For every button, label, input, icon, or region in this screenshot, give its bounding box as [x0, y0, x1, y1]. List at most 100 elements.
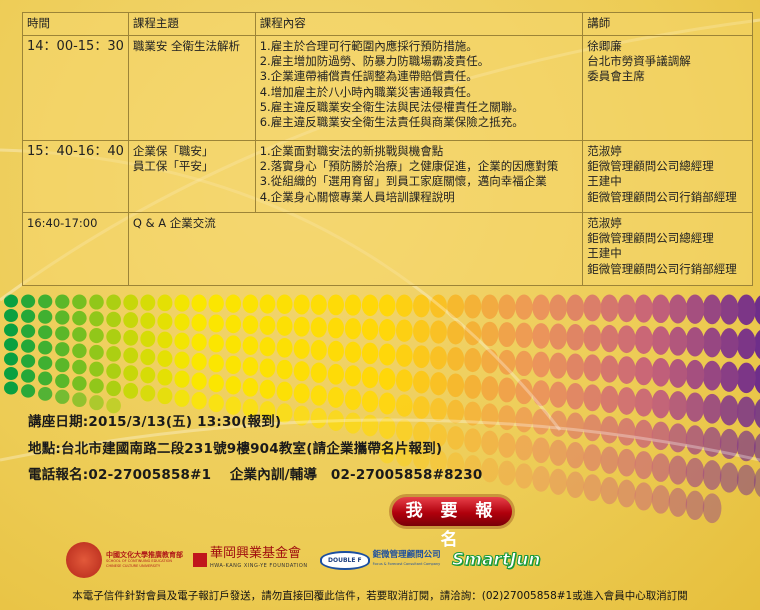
- decorative-dot: [719, 395, 739, 426]
- pccu-name: 中國文化大學推廣教育部: [106, 551, 183, 559]
- decorative-dot: [276, 338, 293, 358]
- content-line: 3.企業連帶補償責任調整為連帶賠償責任。: [259, 69, 478, 84]
- hwakang-logo[interactable]: 華岡興業基金會 HWA-KANG XING-YE FOUNDATION: [193, 542, 308, 578]
- decorative-dot: [498, 377, 516, 403]
- decorative-dot: [361, 390, 379, 413]
- cell-topic: 企業保「職安」 員工保「平安」: [127, 140, 256, 213]
- decorative-dot: [549, 410, 568, 437]
- decorative-dot: [413, 294, 430, 318]
- cell-content: 1.雇主於合理可行範圍內應採行預防措施。 2.雇主增加防過勞、防暴力防職場霸凌責…: [254, 35, 584, 141]
- decorative-dot: [106, 380, 121, 397]
- decorative-dot: [21, 324, 36, 338]
- pccu-logo[interactable]: 中國文化大學推廣教育部 SCHOOL OF CONTINUING EDUCATI…: [66, 542, 183, 578]
- decorative-dot: [123, 365, 139, 382]
- pccu-emblem-icon: [66, 542, 102, 578]
- decorative-dot: [464, 428, 482, 453]
- decorative-dot: [242, 398, 259, 418]
- decorative-dot: [583, 294, 602, 322]
- decorative-dot: [430, 294, 447, 318]
- signup-button[interactable]: 我 要 報 名: [389, 494, 515, 550]
- decorative-dot: [702, 427, 722, 457]
- decorative-dot: [55, 357, 70, 373]
- speaker-line: 王建中: [587, 246, 622, 261]
- decorative-dot: [634, 357, 653, 386]
- decorative-dot: [481, 376, 499, 401]
- decorative-dot: [430, 372, 447, 396]
- cell-time: 16:40-17:00: [22, 212, 129, 286]
- decorative-dot: [395, 419, 413, 442]
- decorative-dot: [89, 311, 104, 327]
- decorative-dot: [378, 392, 396, 415]
- hwakang-sub: HWA-KANG XING-YE FOUNDATION: [210, 563, 308, 569]
- decorative-dot: [600, 385, 619, 414]
- decorative-dot: [55, 373, 70, 389]
- decorative-dot: [72, 294, 87, 310]
- decorative-dot: [753, 364, 760, 394]
- cell-topic: 職業安 全衛生法解析: [127, 35, 256, 141]
- decorative-dot: [72, 343, 87, 359]
- decorative-dot: [498, 432, 516, 458]
- decorative-dot: [634, 451, 653, 480]
- speaker-line: 台北市勞資爭議調解: [587, 54, 691, 69]
- decorative-dot: [702, 393, 722, 424]
- content-line: 1.雇主於合理可行範圍內應採行預防措施。: [259, 39, 478, 53]
- cell-topic: Q & A 企業交流: [127, 212, 584, 286]
- speaker-line: 鉅微管理顧問公司行銷部經理: [587, 189, 737, 204]
- decorative-dot: [702, 493, 722, 524]
- decorative-dot: [430, 346, 447, 370]
- decorative-dot: [447, 452, 465, 477]
- decorative-dot: [174, 332, 190, 350]
- speaker-line: 鉅微管理顧問公司總經理: [587, 231, 714, 246]
- decorative-dot: [191, 392, 207, 410]
- doublef-logo[interactable]: DOUBLE F 鉅微管理顧問公司 Focus & Forecast Consu…: [320, 542, 441, 578]
- speaker-line: 范淑婷: [587, 144, 622, 158]
- table-row: 16:40-17:00 Q & A 企業交流 范淑婷 鉅微管理顧問公司總經理 王…: [22, 212, 753, 286]
- decorative-dot: [242, 357, 259, 376]
- topic-line: 企業保「職安」: [132, 144, 214, 158]
- speaker-line: 鉅微管理顧問公司行銷部經理: [587, 261, 737, 276]
- table-row: 15：40-16：40 企業保「職安」 員工保「平安」 1.企業面對職安法的新挑…: [22, 140, 753, 213]
- decorative-dot: [634, 388, 653, 417]
- decorative-dot: [498, 322, 516, 348]
- doublef-sub: Focus & Forecast Consultant Company: [372, 562, 441, 566]
- speaker-line: 范淑婷: [587, 216, 622, 230]
- decorative-dot: [583, 354, 602, 382]
- doublef-mark: DOUBLE F: [320, 550, 370, 570]
- decorative-dot: [515, 378, 533, 405]
- decorative-dot: [89, 294, 104, 310]
- decorative-dot: [702, 327, 722, 358]
- decorative-dot: [583, 414, 602, 442]
- decorative-dot: [208, 354, 224, 373]
- decorative-dot: [55, 326, 70, 341]
- content-line: 1.企業面對職安法的新挑戰與機會點: [259, 144, 444, 158]
- decorative-dot: [464, 348, 482, 373]
- content-line: 5.雇主違反職業安全衛生法與民法侵權責任之關聯。: [259, 99, 524, 114]
- decorative-dot: [21, 309, 36, 323]
- decorative-dot: [566, 442, 585, 469]
- decorative-dot: [89, 395, 104, 411]
- decorative-dot: [72, 392, 87, 408]
- topic-line: Q & A 企業交流: [132, 216, 216, 230]
- decorative-dot: [4, 338, 18, 351]
- decorative-dot: [430, 449, 447, 473]
- cell-speaker: 徐卿廉 台北市勞資爭議調解 委員會主席: [582, 35, 753, 141]
- decorative-dot: [634, 419, 653, 448]
- decorative-dot: [481, 321, 499, 347]
- decorative-dot: [140, 348, 156, 366]
- decorative-dot: [157, 294, 173, 312]
- decorative-dot: [378, 319, 396, 341]
- decorative-dot: [413, 396, 430, 419]
- decorative-dot: [515, 463, 533, 489]
- smartjun-logo[interactable]: SmartJun: [451, 542, 540, 578]
- decorative-dot: [583, 444, 602, 472]
- decorative-dot: [413, 421, 430, 445]
- decorative-dot: [208, 394, 224, 413]
- decorative-dot: [498, 349, 516, 375]
- cell-speaker: 范淑婷 鉅微管理顧問公司總經理 王建中 鉅微管理顧問公司行銷部經理: [582, 140, 753, 213]
- cell-speaker: 范淑婷 鉅微管理顧問公司總經理 王建中 鉅微管理顧問公司行銷部經理: [582, 212, 753, 286]
- decorative-dot: [140, 330, 156, 348]
- decorative-dot: [327, 387, 344, 408]
- decorative-dot: [21, 339, 36, 353]
- decorative-dot: [38, 294, 53, 309]
- decorative-dot: [344, 294, 362, 316]
